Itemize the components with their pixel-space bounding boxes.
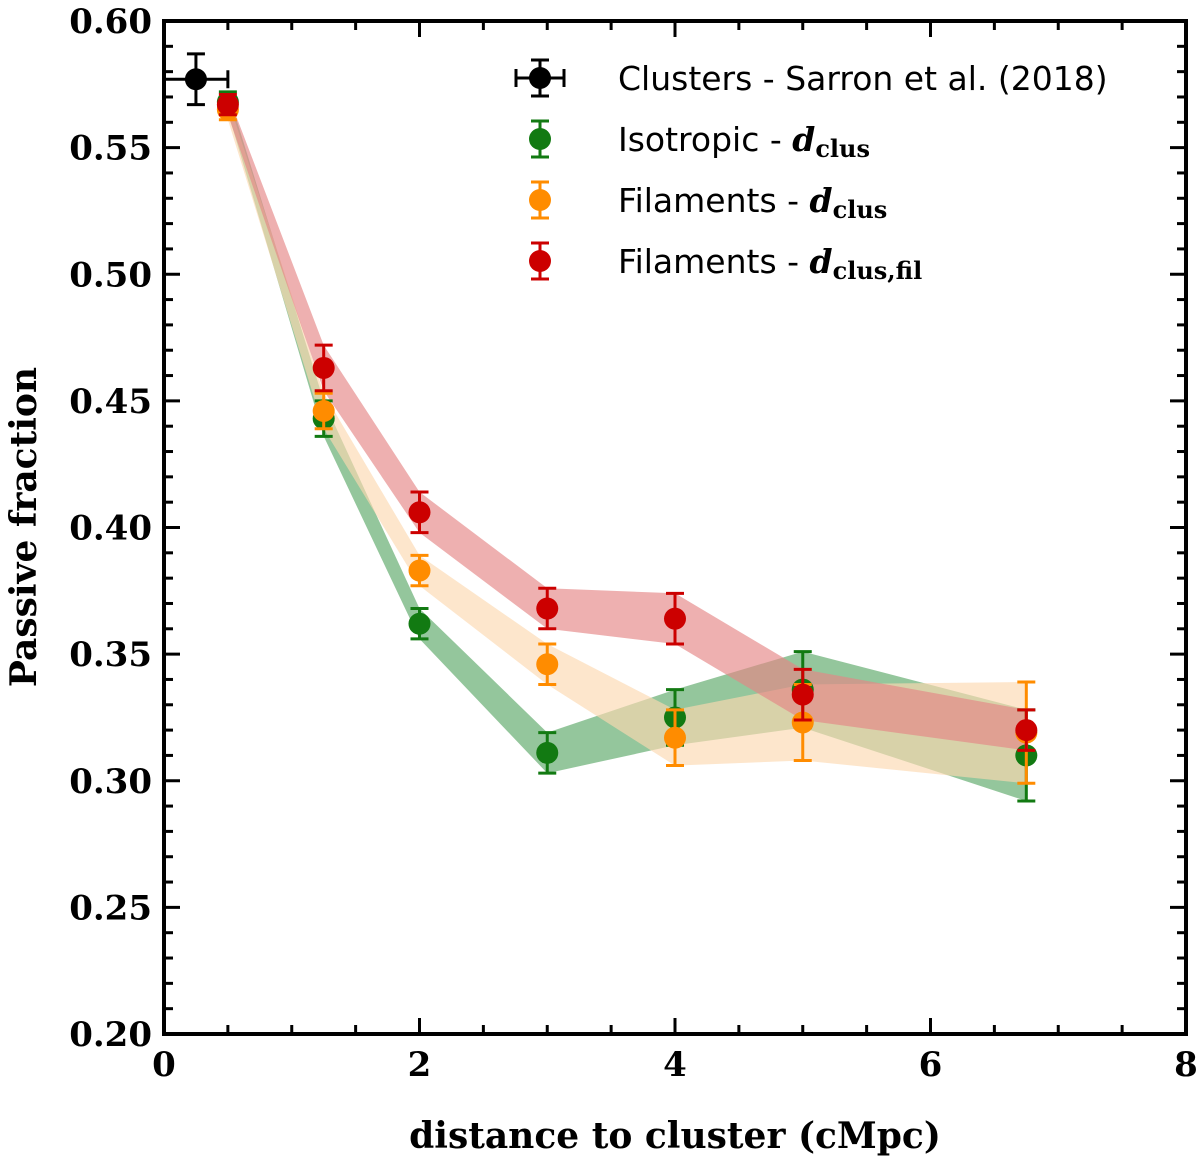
x-tick-label: 8 [1174,1045,1198,1085]
data-point [312,400,335,423]
legend-label-text: Filaments - [618,181,810,220]
legend-label-math: d [810,242,833,281]
data-point [664,607,686,630]
y-tick-label: 0.60 [69,2,152,42]
data-point [791,683,814,706]
data-point [216,93,239,116]
data-point [536,597,559,620]
legend-label-text: Filaments - [618,242,810,281]
legend-item-clusters: Clusters - Sarron et al. (2018) [514,58,1108,98]
legend-label-subscript: clus [833,195,888,224]
y-tick-label: 0.35 [69,635,152,675]
legend-label-math: d [810,181,833,220]
y-tick-label: 0.40 [69,509,152,549]
data-point [408,612,431,635]
plot-frame [162,19,1188,1036]
legend-label-text: Isotropic - [618,120,792,159]
legend-label: Isotropic - dclus [618,120,870,163]
legend-item-filaments-fil: Filaments - dclus,fil [529,241,922,285]
x-tick-label: 0 [152,1045,176,1085]
data-point [408,559,431,582]
data-point [312,356,335,379]
x-tick-label: 2 [408,1045,432,1085]
legend-label-text: Clusters - Sarron et al. (2018) [618,59,1108,98]
legend-label-math: d [792,120,815,159]
tick-labels: 0 2 4 6 8 0.20 0.25 0.30 0.35 0.40 0.45 0.50 0.55 0.6… [69,2,1198,1085]
band-filaments-fil [227,94,1027,751]
series-filaments-fil [216,92,1038,752]
x-axis-title: distance to cluster (cMpc) [409,1115,941,1157]
legend-label: Filaments - dclus [618,181,887,224]
data-point [1015,719,1038,742]
legend-item-isotropic: Isotropic - dclus [529,119,870,163]
legend-marker [529,250,551,272]
series-clusters [162,52,230,107]
series-markers [162,52,1038,803]
y-tick-label: 0.30 [69,762,152,802]
y-tick-label: 0.55 [69,129,152,169]
legend: Clusters - Sarron et al. (2018) Isotropic… [514,58,1108,285]
legend-label-subscript: clus,fil [833,256,923,285]
data-point [408,501,431,524]
y-tick-label: 0.45 [69,382,152,422]
data-point [791,711,814,734]
legend-marker [529,189,551,211]
data-point [184,68,207,91]
legend-item-filaments: Filaments - dclus [529,180,887,224]
legend-marker [529,128,551,150]
x-tick-label: 4 [663,1045,687,1085]
legend-label: Clusters - Sarron et al. (2018) [618,59,1108,98]
legend-label: Filaments - dclus,fil [618,242,922,285]
data-point [664,726,686,749]
legend-label-subscript: clus [815,134,870,163]
y-tick-label: 0.20 [69,1015,152,1055]
legend-marker [529,67,551,89]
axis-ticks [162,19,1188,1036]
x-tick-label: 6 [919,1045,943,1085]
y-tick-label: 0.50 [69,255,152,295]
data-point [536,741,559,764]
y-tick-label: 0.25 [69,888,152,928]
data-point [536,653,559,676]
y-axis-title: Passive fraction [3,367,45,687]
